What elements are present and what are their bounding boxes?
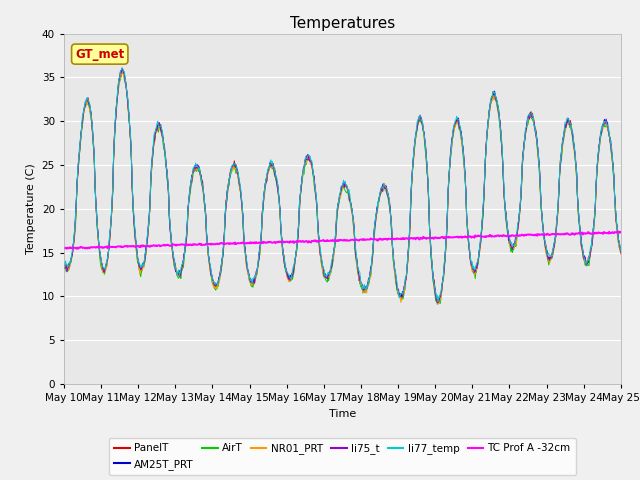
X-axis label: Time: Time xyxy=(329,408,356,419)
AM25T_PRT xyxy=(435,297,443,303)
Line: li77_temp: li77_temp xyxy=(64,69,621,302)
TC Prof A -32cm xyxy=(128,243,136,249)
NR01_PRT xyxy=(185,200,193,205)
AirT xyxy=(214,284,222,289)
PanelT xyxy=(185,198,193,204)
TC Prof A -32cm xyxy=(428,235,435,241)
li77_temp xyxy=(617,248,625,253)
NR01_PRT xyxy=(617,251,625,257)
PanelT xyxy=(428,247,435,252)
PanelT xyxy=(70,239,78,244)
AM25T_PRT xyxy=(411,141,419,146)
TC Prof A -32cm xyxy=(70,245,78,251)
AirT xyxy=(617,251,625,256)
li75_t xyxy=(128,185,136,191)
li77_temp xyxy=(428,249,435,254)
li75_t xyxy=(70,235,78,240)
AirT xyxy=(128,185,136,191)
li77_temp xyxy=(185,197,193,203)
AM25T_PRT xyxy=(428,252,435,258)
TC Prof A -32cm xyxy=(74,246,82,252)
TC Prof A -32cm xyxy=(60,245,68,251)
AirT xyxy=(411,143,419,149)
PanelT xyxy=(433,300,441,305)
li77_temp xyxy=(118,66,126,72)
li77_temp xyxy=(60,261,68,266)
AirT xyxy=(119,68,127,74)
AM25T_PRT xyxy=(128,180,136,186)
AM25T_PRT xyxy=(70,238,78,244)
li75_t xyxy=(411,140,419,145)
Y-axis label: Temperature (C): Temperature (C) xyxy=(26,163,36,254)
PanelT xyxy=(411,140,419,145)
AM25T_PRT xyxy=(185,200,193,206)
li77_temp xyxy=(214,279,222,285)
li77_temp xyxy=(70,233,78,239)
TC Prof A -32cm xyxy=(214,241,222,247)
AM25T_PRT xyxy=(60,261,68,266)
li75_t xyxy=(428,251,435,256)
PanelT xyxy=(617,249,625,255)
li77_temp xyxy=(434,300,442,305)
li75_t xyxy=(185,199,193,205)
AirT xyxy=(433,301,441,307)
AirT xyxy=(60,263,68,268)
li75_t xyxy=(214,280,222,286)
Line: TC Prof A -32cm: TC Prof A -32cm xyxy=(64,231,621,249)
AM25T_PRT xyxy=(617,248,625,253)
li75_t xyxy=(434,300,442,306)
NR01_PRT xyxy=(214,280,222,286)
NR01_PRT xyxy=(128,184,136,190)
NR01_PRT xyxy=(428,249,435,254)
NR01_PRT xyxy=(411,142,419,148)
Legend: PanelT, AM25T_PRT, AirT, NR01_PRT, li75_t, li77_temp, TC Prof A -32cm: PanelT, AM25T_PRT, AirT, NR01_PRT, li75_… xyxy=(109,438,576,475)
Text: GT_met: GT_met xyxy=(75,48,124,60)
Line: PanelT: PanelT xyxy=(64,69,621,302)
Line: li75_t: li75_t xyxy=(64,68,621,303)
PanelT xyxy=(60,260,68,266)
PanelT xyxy=(118,66,126,72)
li77_temp xyxy=(411,138,419,144)
AM25T_PRT xyxy=(214,279,222,285)
TC Prof A -32cm xyxy=(185,242,193,248)
TC Prof A -32cm xyxy=(614,228,621,234)
PanelT xyxy=(214,281,222,287)
Line: AM25T_PRT: AM25T_PRT xyxy=(64,69,621,300)
AirT xyxy=(428,256,435,262)
NR01_PRT xyxy=(70,237,78,242)
AM25T_PRT xyxy=(118,66,126,72)
TC Prof A -32cm xyxy=(411,235,419,241)
li75_t xyxy=(118,65,126,71)
NR01_PRT xyxy=(435,301,443,307)
PanelT xyxy=(128,183,136,189)
Line: AirT: AirT xyxy=(64,71,621,304)
NR01_PRT xyxy=(60,264,68,270)
AirT xyxy=(70,233,78,239)
AirT xyxy=(185,200,193,205)
Title: Temperatures: Temperatures xyxy=(290,16,395,31)
NR01_PRT xyxy=(118,68,126,74)
TC Prof A -32cm xyxy=(617,229,625,235)
li75_t xyxy=(617,250,625,255)
li77_temp xyxy=(128,178,136,184)
Line: NR01_PRT: NR01_PRT xyxy=(64,71,621,304)
li75_t xyxy=(60,264,68,270)
